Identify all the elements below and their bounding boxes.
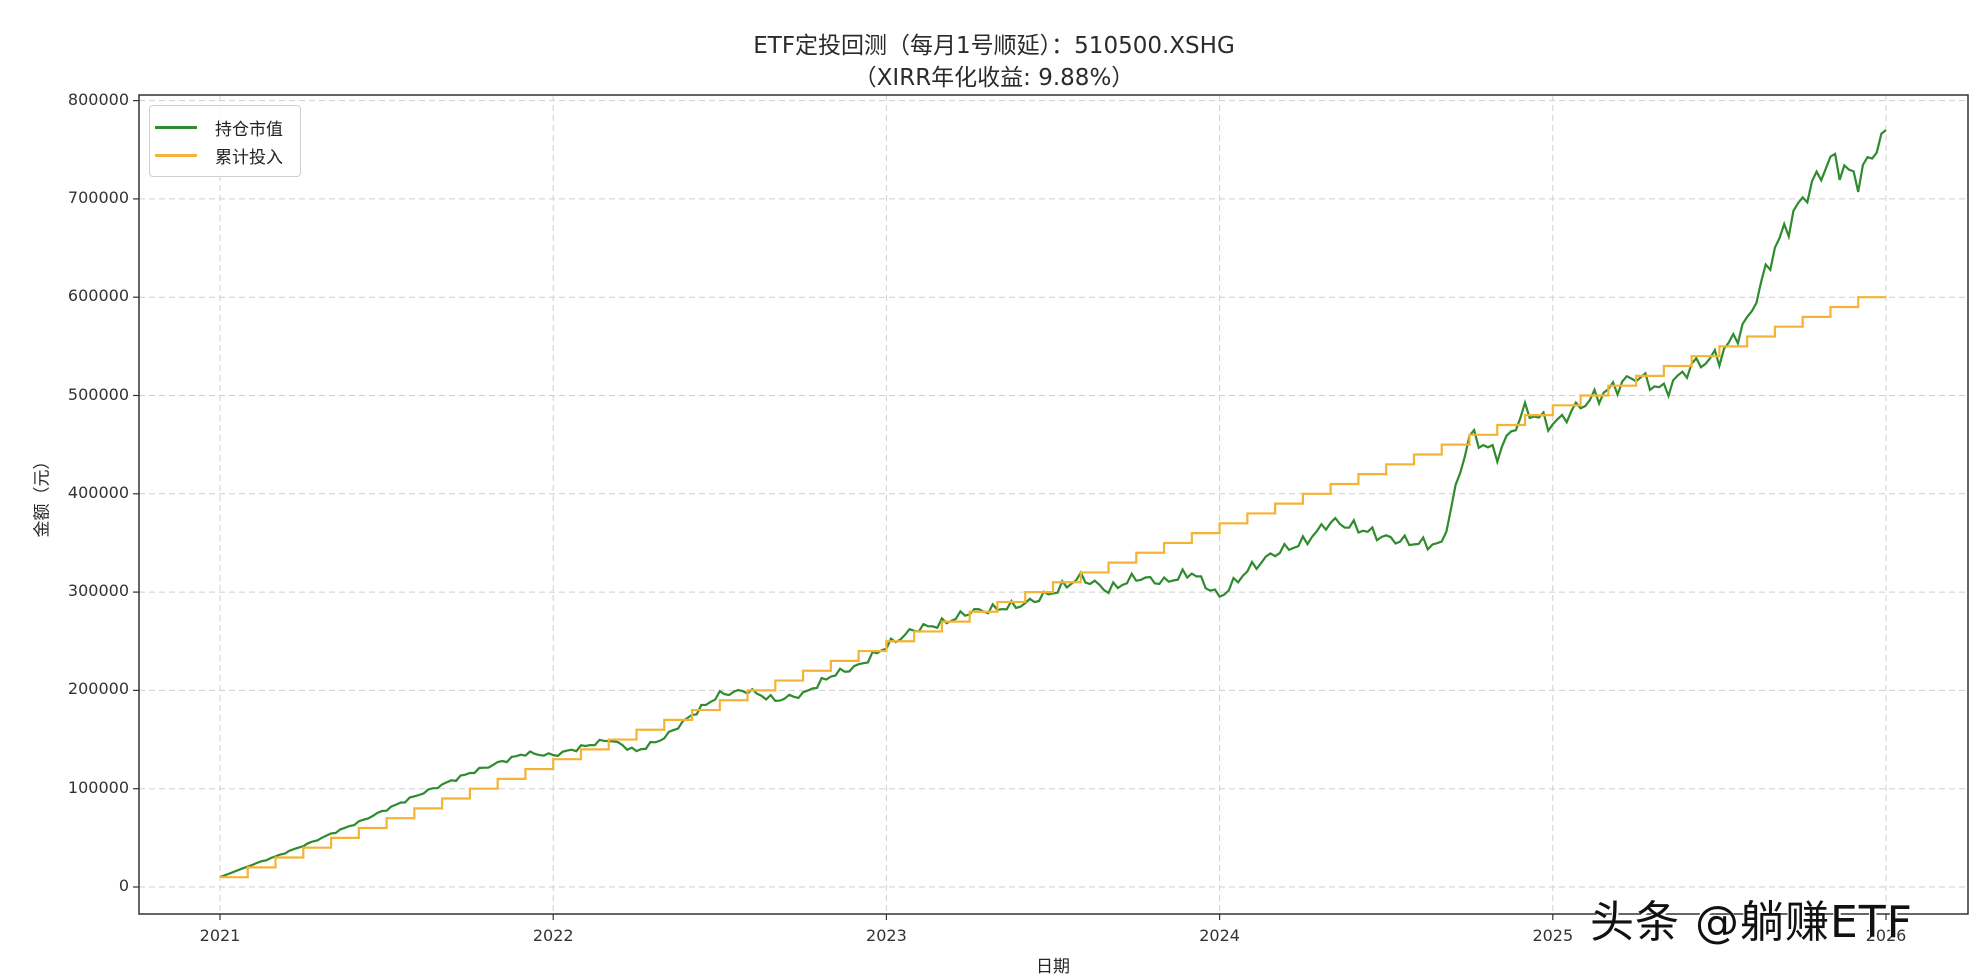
y-tick-label: 500000 bbox=[67, 384, 129, 404]
legend-label: 持仓市值 bbox=[215, 119, 283, 140]
y-tick-label: 700000 bbox=[67, 187, 129, 207]
series-cumulative-investment-line bbox=[220, 296, 1886, 879]
y-tick-label: 400000 bbox=[67, 482, 129, 502]
series-lines bbox=[219, 129, 1887, 879]
x-axis-title: 日期 bbox=[1036, 957, 1070, 977]
chart-title-line2: （XIRR年化收益: 9.88%） bbox=[853, 65, 1135, 91]
legend-label: 累计投入 bbox=[215, 147, 283, 168]
axes-frame bbox=[138, 94, 1969, 915]
orange-line-swatch-icon bbox=[155, 153, 197, 157]
gridlines bbox=[139, 95, 1968, 914]
y-tick-label: 0 bbox=[118, 876, 129, 895]
y-tick-label: 100000 bbox=[67, 777, 129, 797]
x-tick-label: 2024 bbox=[1199, 926, 1240, 945]
x-tick-label: 2026 bbox=[1865, 926, 1907, 945]
y-tick-label: 200000 bbox=[67, 679, 129, 699]
green-line-swatch-icon bbox=[155, 125, 197, 129]
y-axis-title: 金额（元） bbox=[32, 452, 53, 538]
x-tick-label: 2021 bbox=[199, 926, 241, 945]
y-tick-label: 800000 bbox=[67, 89, 129, 109]
axis-ticks bbox=[133, 99, 1887, 920]
x-tick-label: 2023 bbox=[866, 926, 907, 945]
legend-item-cumulative-investment: 累计投入 bbox=[150, 144, 283, 168]
x-tick-label: 2022 bbox=[532, 926, 574, 945]
y-tick-label: 300000 bbox=[67, 581, 129, 601]
x-tick-label: 2025 bbox=[1532, 926, 1574, 945]
legend-item-market-value: 持仓市值 bbox=[150, 116, 283, 140]
series-market-value-line bbox=[219, 129, 1887, 879]
watermark: 头条 @躺赚ETF bbox=[1590, 897, 1913, 948]
legend: 持仓市值 累计投入 bbox=[149, 105, 301, 177]
y-tick-label: 600000 bbox=[67, 286, 129, 306]
chart-title-line1: ETF定投回测（每月1号顺延）：510500.XSHG bbox=[753, 33, 1235, 59]
